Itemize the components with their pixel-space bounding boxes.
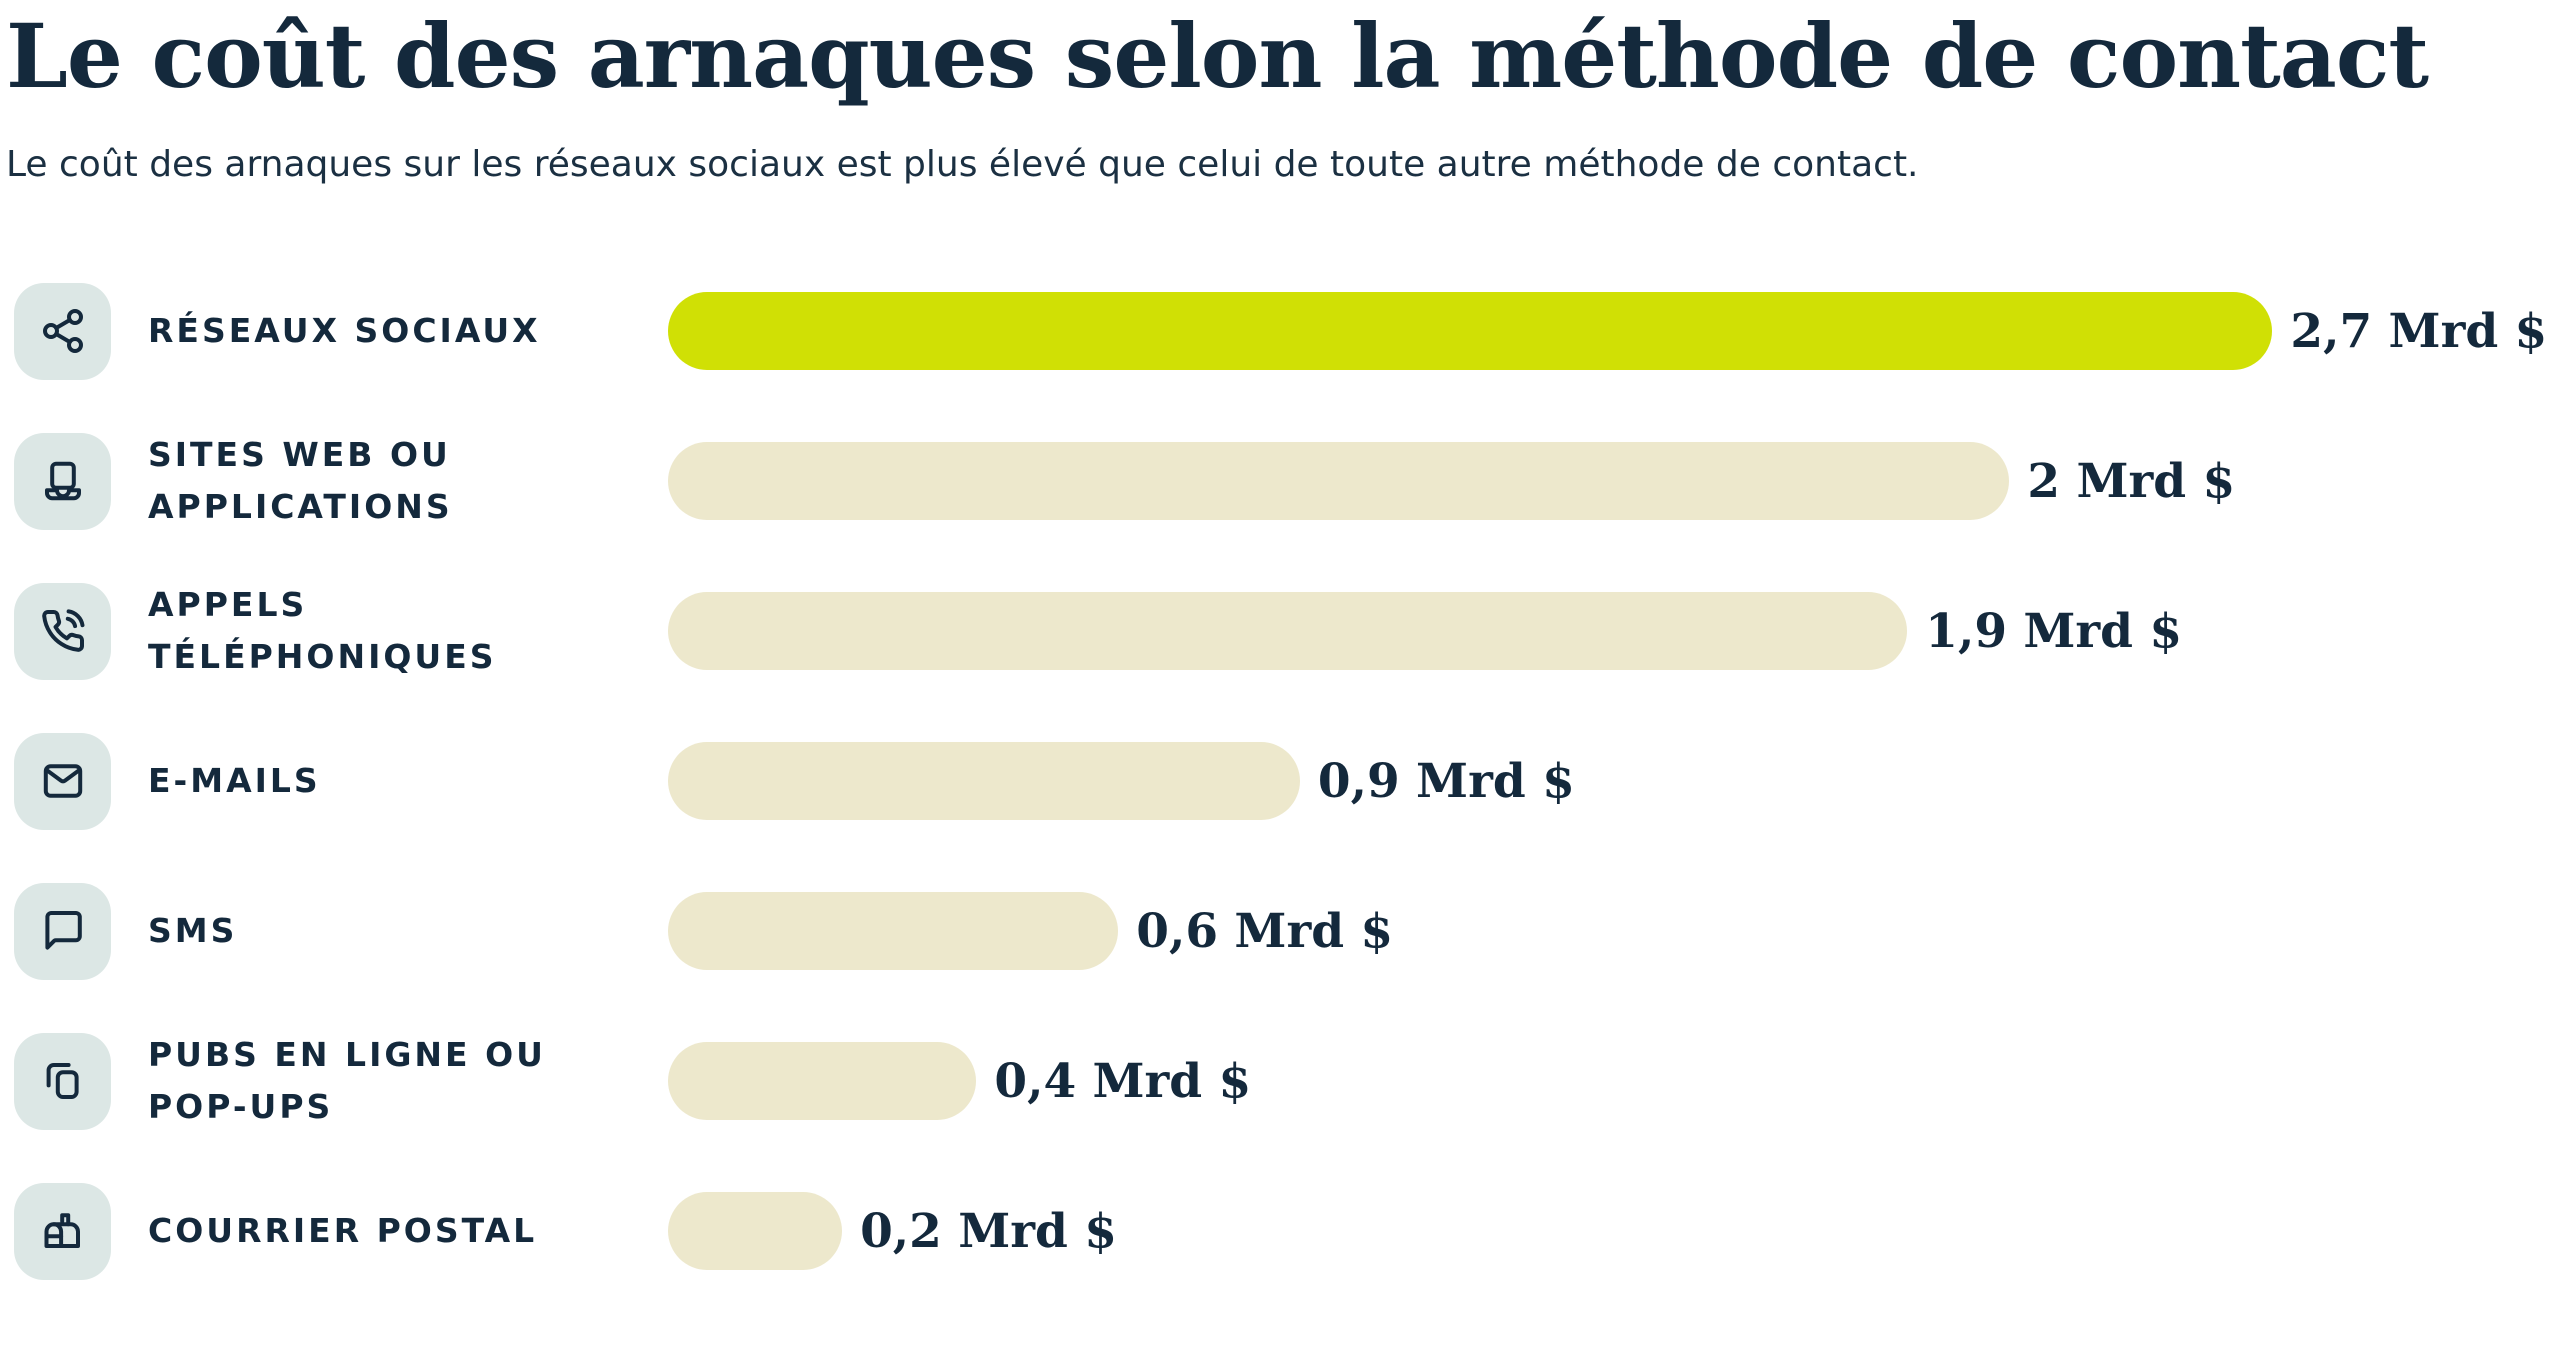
bar-zone: 2,7 Mrd $ (668, 292, 2560, 371)
bar-zone: 0,9 Mrd $ (668, 742, 2560, 821)
category-icon-tile (14, 732, 111, 830)
bar (668, 1192, 843, 1271)
chart-row: RÉSEAUX SOCIAUX 2,7 Mrd $ (6, 256, 2560, 406)
bar (668, 1042, 977, 1121)
category-label: APPELS TÉLÉPHONIQUES (148, 584, 497, 677)
value-label: 0,4 Mrd $ (994, 1053, 1252, 1109)
category-label: PUBS EN LIGNE OU POP-UPS (148, 1034, 546, 1127)
category-icon-tile (14, 432, 111, 530)
category-label: SITES WEB OU APPLICATIONS (148, 434, 453, 527)
bar-zone: 1,9 Mrd $ (668, 592, 2560, 671)
chart-row: SITES WEB OU APPLICATIONS 2 Mrd $ (6, 406, 2560, 556)
value-label: 2 Mrd $ (2027, 453, 2236, 509)
value-label: 0,2 Mrd $ (860, 1203, 1117, 1259)
category-icon-tile (14, 282, 111, 380)
mailbox-icon (39, 1207, 87, 1255)
value-label: 0,9 Mrd $ (1317, 753, 1575, 809)
category-label: E-MAILS (148, 761, 321, 801)
bar-zone: 2 Mrd $ (668, 442, 2560, 521)
chart-row: COURRIER POSTAL 0,2 Mrd $ (6, 1156, 2560, 1306)
speech-bubble-icon (39, 907, 87, 955)
bar-zone: 0,2 Mrd $ (668, 1192, 2560, 1271)
value-label: 2,7 Mrd $ (2290, 303, 2548, 359)
laptop-icon (39, 457, 87, 505)
bar (668, 442, 2010, 521)
bar (668, 292, 2273, 371)
page-subtitle: Le coût des arnaques sur les réseaux soc… (6, 144, 1919, 186)
category-icon-tile (14, 882, 111, 980)
category-icon-tile (14, 1182, 111, 1280)
chart-row: PUBS EN LIGNE OU POP-UPS 0,4 Mrd $ (6, 1006, 2560, 1156)
value-label: 1,9 Mrd $ (1925, 603, 2183, 659)
value-label: 0,6 Mrd $ (1136, 903, 1394, 959)
category-icon-tile (14, 1032, 111, 1130)
bar (668, 892, 1119, 971)
bar (668, 592, 1908, 671)
category-label: COURRIER POSTAL (148, 1211, 538, 1251)
category-icon-tile (14, 582, 111, 680)
phone-call-icon (39, 607, 87, 655)
bar-chart: RÉSEAUX SOCIAUX 2,7 Mrd $ SITES WEB OU A… (6, 256, 2560, 1306)
chart-row: E-MAILS 0,9 Mrd $ (6, 706, 2560, 856)
bar-zone: 0,6 Mrd $ (668, 892, 2560, 971)
category-label: SMS (148, 911, 238, 951)
bar-zone: 0,4 Mrd $ (668, 1042, 2560, 1121)
infographic: Le coût des arnaques selon la méthode de… (6, 4, 2560, 1306)
bar (668, 742, 1300, 821)
category-label: RÉSEAUX SOCIAUX (148, 311, 541, 351)
envelope-icon (39, 757, 87, 805)
share-icon (39, 307, 87, 355)
page-title: Le coût des arnaques selon la méthode de… (6, 4, 2429, 108)
chart-row: APPELS TÉLÉPHONIQUES 1,9 Mrd $ (6, 556, 2560, 706)
popup-windows-icon (39, 1057, 87, 1105)
chart-row: SMS 0,6 Mrd $ (6, 856, 2560, 1006)
